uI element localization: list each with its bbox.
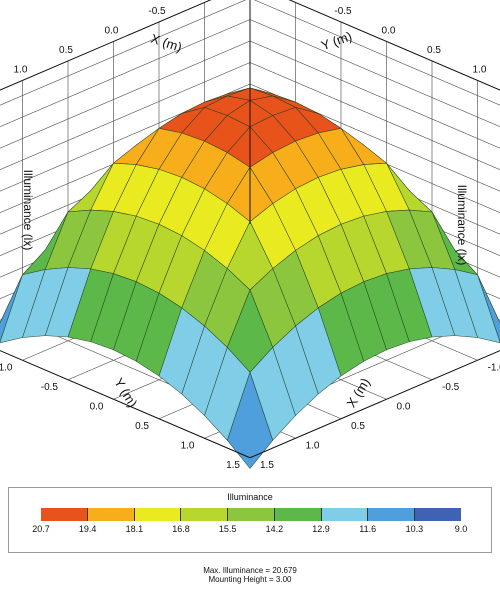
bottom-y-axis [0,350,251,459]
x-tick-label-bottom: -0.5 [442,382,460,393]
max-illuminance-text: Max. Illuminance = 20.679 [203,566,297,575]
y-tick-label-top: -0.5 [334,6,352,17]
y-tick-label-bottom: 0.5 [135,421,149,432]
x-tick-label-bottom: -1.0 [488,362,500,373]
legend-swatch [321,508,369,521]
legend-color-bar [41,508,462,521]
wall-grid-line [0,0,247,106]
legend-value-label: 14.2 [265,524,284,534]
tick-labels: 1010111112121313141415151616171718181919… [0,6,500,470]
legend-value-label: 9.0 [454,524,468,534]
y-axis-label-top: Y (m) [319,28,354,53]
legend-value-label: 10.3 [405,524,424,534]
legend-swatch [274,508,322,521]
legend-swatch [228,508,275,521]
x-tick-label-top: 1.0 [14,64,28,75]
x-tick-label-bottom: 1.0 [306,440,320,451]
z-axis-label-left: Illuminance (lx) [21,170,35,251]
axes-frame [0,0,500,459]
x-axis-label-top: X (m) [149,31,184,55]
legend-title: Illuminance [227,492,273,502]
x-tick-label-top: 0.0 [105,25,119,36]
illuminance-surface-chart: 1010111112121313141415151616171718181919… [0,0,500,470]
y-axis-label-bottom: Y (m) [111,375,140,410]
legend-swatch [87,508,135,521]
x-tick-label-bottom: 0.0 [397,401,411,412]
legend-value-label: 16.8 [172,524,190,534]
footer-info: Max. Illuminance = 20.679 Mounting Heigh… [0,566,500,584]
surface-patch [226,371,274,469]
y-tick-label-bottom: -1.0 [0,362,13,373]
bottom-x-axis [249,350,500,459]
legend-swatch [41,508,88,521]
legend-value-label: 11.6 [359,524,377,534]
y-tick-label-bottom: 0.0 [90,401,104,412]
x-axis-label-bottom: X (m) [343,375,373,410]
legend-value-labels: 20.7 19.4 18.1 16.8 15.5 14.2 12.9 11.6 10.3 9.0 [32,524,467,536]
legend-swatch [134,508,182,521]
y-tick-label-top: 0.0 [382,25,396,36]
y-tick-label-top: 1.0 [473,64,487,75]
legend-value-label: 20.7 [32,524,50,534]
legend-value-label: 12.9 [312,524,330,534]
top-edge-y [288,0,500,91]
legend-swatch [415,508,462,521]
legend-swatch [368,508,416,521]
legend-value-label: 18.1 [125,524,144,534]
x-tick-label-bottom: 1.5 [260,460,274,470]
mounting-height-text: Mounting Height = 3.00 [208,575,292,584]
z-axis-label-right: Illuminance (lx) [455,185,469,266]
x-tick-label-bottom: 0.5 [351,421,365,432]
x-tick-label-top: 0.5 [59,45,73,56]
y-tick-label-bottom: 1.5 [226,460,240,470]
y-tick-label-bottom: -0.5 [41,382,59,393]
y-tick-label-top: 0.5 [427,45,441,56]
legend-swatch [181,508,229,521]
legend-value-label: 19.4 [78,524,97,534]
legend: Illuminance 20.7 19.4 18.1 16.8 15.5 14.2 12.9… [8,487,492,553]
illuminance-surface [0,87,500,469]
x-tick-label-top: -0.5 [148,6,166,17]
wall-grid-line [253,0,500,106]
top-edge-x [0,0,212,91]
y-tick-label-bottom: 1.0 [181,440,195,451]
legend-value-label: 15.5 [218,524,237,534]
